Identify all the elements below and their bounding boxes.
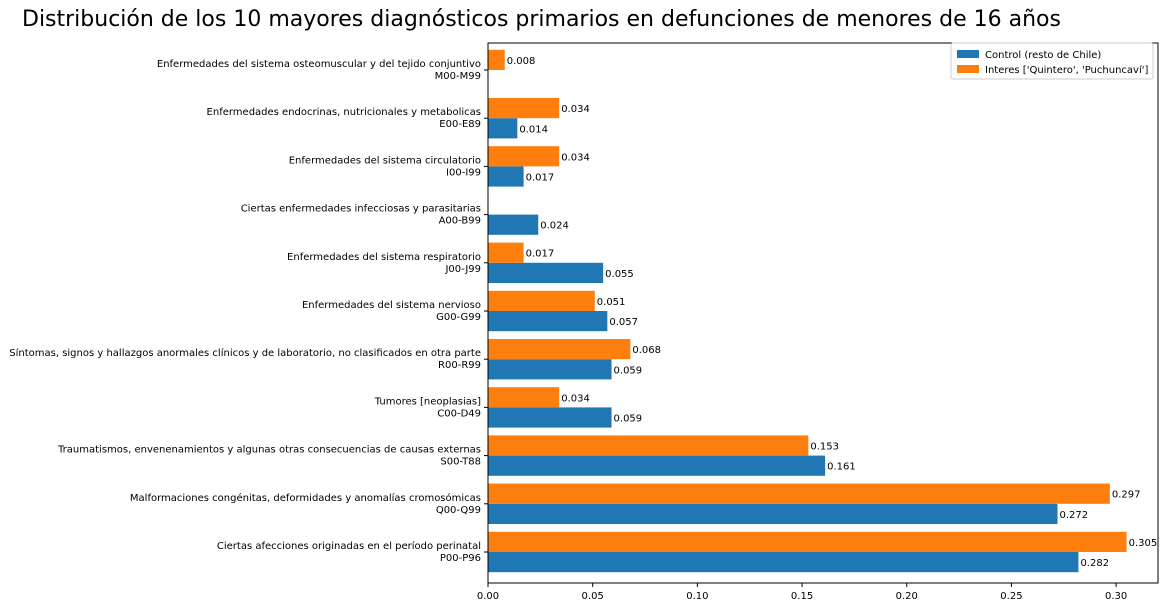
bar-control-C00-D49	[488, 407, 612, 428]
y-tick-label: Enfermedades del sistema nervioso	[302, 300, 481, 311]
plot-area: 0.282 0.305 0.272 0.297 0.161 0.153 0.059 0.034…	[487, 42, 1159, 584]
bar-control-A00-B99	[488, 214, 539, 235]
bar-interes-I00-I99	[488, 146, 560, 167]
bar-value-label-control-A00-B99: 0.024	[540, 221, 569, 232]
bar-value-label-control-Q00-Q99: 0.272	[1060, 510, 1089, 521]
bar-interes-C00-D49	[488, 387, 560, 408]
y-tick-code: R00-R99	[438, 360, 481, 371]
y-tick-code: P00-P96	[440, 553, 481, 564]
y-tick-code: I00-I99	[446, 167, 481, 178]
y-tick-code: Q00-Q99	[436, 505, 481, 516]
x-tick-label: 0.05	[582, 591, 604, 602]
bar-control-P00-P96	[488, 552, 1079, 573]
y-tick-label: Traumatismos, envenenamientos y algunas …	[57, 445, 481, 456]
y-tick-label: Malformaciones congénitas, deformidades …	[130, 492, 481, 504]
x-axis-ticks: 0.00 0.05 0.10 0.15 0.20 0.25 0.30	[477, 583, 1127, 602]
bar-value-label-control-C00-D49: 0.059	[614, 414, 643, 425]
bar-control-R00-R99	[488, 359, 612, 380]
bar-control-G00-G99	[488, 311, 608, 332]
legend-label-interes: Interes ['Quintero', 'Puchuncaví']	[985, 64, 1148, 76]
legend-swatch-interes	[957, 65, 979, 73]
y-tick-code: M00-M99	[435, 71, 481, 82]
bar-interes-J00-J99	[488, 242, 524, 263]
bar-value-label-control-E00-E89: 0.014	[519, 124, 548, 135]
x-tick-label: 0.10	[686, 591, 708, 602]
bar-control-J00-J99	[488, 262, 604, 283]
bar-control-S00-T88	[488, 455, 826, 476]
y-tick-label: Ciertas afecciones originadas en el perí…	[217, 540, 481, 552]
y-tick-label: Enfermedades del sistema osteomuscular y…	[157, 59, 481, 70]
bar-value-label-interes-P00-P96: 0.305	[1129, 538, 1158, 549]
bar-interes-G00-G99	[488, 290, 595, 311]
x-tick-label: 0.00	[477, 591, 499, 602]
x-tick-label: 0.20	[896, 591, 918, 602]
x-tick-label: 0.15	[791, 591, 813, 602]
chart-title: Distribución de los 10 mayores diagnósti…	[22, 7, 1061, 32]
bar-interes-R00-R99	[488, 339, 631, 360]
bar-value-label-interes-R00-R99: 0.068	[632, 345, 661, 356]
bar-interes-S00-T88	[488, 435, 809, 456]
y-tick-label: Enfermedades endocrinas, nutricionales y…	[207, 107, 481, 118]
y-tick-code: C00-D49	[437, 408, 481, 419]
bar-control-Q00-Q99	[488, 503, 1058, 524]
bar-value-label-interes-Q00-Q99: 0.297	[1112, 490, 1141, 501]
y-tick-label: Enfermedades del sistema respiratorio	[287, 252, 481, 263]
y-tick-label: Enfermedades del sistema circulatorio	[289, 155, 481, 166]
bar-control-E00-E89	[488, 118, 518, 139]
y-axis-ticks: Ciertas afecciones originadas en el perí…	[9, 59, 488, 564]
bar-value-label-interes-I00-I99: 0.034	[561, 152, 590, 163]
bar-interes-Q00-Q99	[488, 483, 1110, 504]
bar-value-label-control-G00-G99: 0.057	[609, 317, 638, 328]
y-tick-label: Síntomas, signos y hallazgos anormales c…	[9, 347, 481, 359]
bar-value-label-interes-E00-E89: 0.034	[561, 104, 590, 115]
x-tick-label: 0.30	[1105, 591, 1127, 602]
x-tick-label: 0.25	[1000, 591, 1022, 602]
bar-value-label-interes-S00-T88: 0.153	[810, 442, 839, 453]
bar-interes-P00-P96	[488, 531, 1127, 552]
bar-value-label-control-S00-T88: 0.161	[827, 462, 856, 473]
y-tick-code: G00-G99	[436, 312, 481, 323]
bar-value-label-control-J00-J99: 0.055	[605, 269, 634, 280]
bar-control-I00-I99	[488, 166, 524, 187]
y-tick-code: E00-E89	[439, 119, 481, 130]
bar-value-label-control-R00-R99: 0.059	[614, 365, 643, 376]
bar-value-label-interes-M00-M99: 0.008	[507, 56, 536, 67]
legend-swatch-control	[957, 50, 979, 58]
y-tick-code: J00-J99	[444, 264, 481, 275]
bar-value-label-control-P00-P96: 0.282	[1080, 558, 1109, 569]
bar-interes-E00-E89	[488, 98, 560, 119]
bar-interes-M00-M99	[488, 49, 505, 70]
bar-value-label-interes-G00-G99: 0.051	[597, 297, 626, 308]
legend-label-control: Control (resto de Chile)	[985, 50, 1101, 61]
legend: Control (resto de Chile) Interes ['Quinte…	[950, 42, 1154, 80]
bar-value-label-control-I00-I99: 0.017	[526, 173, 555, 184]
y-tick-label: Ciertas enfermedades infecciosas y paras…	[241, 204, 481, 215]
bar-value-label-interes-J00-J99: 0.017	[526, 249, 555, 260]
y-tick-code: A00-B99	[439, 216, 481, 227]
y-tick-label: Tumores [neoplasias]	[374, 396, 481, 407]
legend-box	[950, 42, 1154, 80]
bar-value-label-interes-C00-D49: 0.034	[561, 393, 590, 404]
y-tick-code: S00-T88	[440, 457, 481, 468]
axes-frame	[487, 42, 1159, 584]
